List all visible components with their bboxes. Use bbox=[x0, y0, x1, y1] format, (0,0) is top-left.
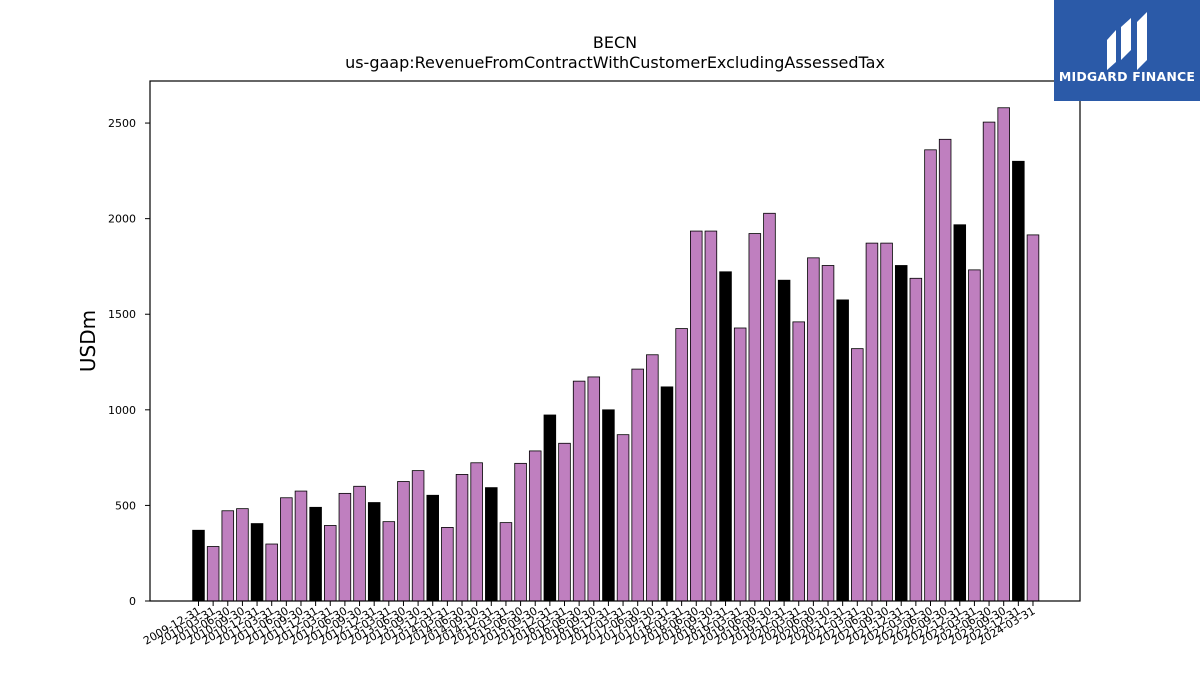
bar-2020-12-31 bbox=[836, 299, 849, 602]
y-tick-label: 2000 bbox=[108, 213, 136, 226]
bar-2019-03-31 bbox=[733, 327, 747, 602]
bar-2018-09-30 bbox=[704, 230, 718, 602]
bar-2016-03-31 bbox=[558, 442, 571, 602]
bar-2022-03-31 bbox=[909, 277, 923, 602]
bar-2013-09-30 bbox=[411, 470, 425, 602]
bar-2019-06-30 bbox=[748, 233, 762, 602]
bar-2016-12-31 bbox=[602, 409, 615, 602]
bar-2012-06-30 bbox=[338, 492, 352, 602]
y-tick-label: 2500 bbox=[108, 117, 136, 130]
bar-2022-06-30 bbox=[924, 149, 937, 602]
bar-2014-09-30 bbox=[470, 462, 483, 602]
bar-2014-03-31 bbox=[441, 527, 454, 602]
bar-2017-12-31 bbox=[660, 386, 674, 602]
bar-2018-03-31 bbox=[675, 328, 688, 602]
bar-2010-06-30 bbox=[221, 510, 235, 602]
plot-frame bbox=[149, 80, 1081, 602]
logo-mark-icon bbox=[1107, 12, 1147, 70]
bar-2021-06-30 bbox=[865, 242, 879, 602]
bar-2012-09-30 bbox=[353, 485, 366, 602]
chart-title: BECN bbox=[593, 33, 637, 52]
bar-2022-09-30 bbox=[938, 138, 952, 602]
bar-2010-12-31 bbox=[250, 523, 264, 602]
bar-2016-06-30 bbox=[572, 380, 586, 602]
bar-2015-03-31 bbox=[499, 522, 513, 602]
bar-2019-12-31 bbox=[777, 279, 791, 602]
y-tick-label: 500 bbox=[115, 499, 136, 512]
bar-2011-12-31 bbox=[309, 506, 322, 602]
bar-2014-12-31 bbox=[485, 487, 498, 602]
bar-2011-06-30 bbox=[280, 497, 293, 602]
y-axis: 0 500 1000 1500 2000 2500 bbox=[108, 117, 150, 608]
chart-subtitle: us-gaap:RevenueFromContractWithCustomerE… bbox=[345, 53, 885, 72]
bar-2020-06-30 bbox=[807, 257, 820, 602]
bar-2020-09-30 bbox=[821, 265, 835, 602]
bar-2023-03-31 bbox=[968, 269, 981, 602]
bar-2023-06-30 bbox=[982, 121, 996, 602]
bar-2020-03-31 bbox=[792, 321, 805, 602]
bar-2022-12-31 bbox=[953, 224, 967, 602]
bar-2012-03-31 bbox=[324, 525, 337, 602]
bar-2013-03-31 bbox=[382, 521, 396, 602]
bar-2013-12-31 bbox=[426, 494, 439, 602]
bar-2015-09-30 bbox=[528, 450, 542, 602]
bar-2018-12-31 bbox=[719, 271, 732, 602]
bar-2014-06-30 bbox=[455, 474, 469, 602]
bar-2016-09-30 bbox=[587, 376, 601, 602]
bar-2024-03-31 bbox=[1026, 234, 1040, 602]
bar-2011-09-30 bbox=[294, 490, 308, 602]
bar-2018-06-30 bbox=[690, 230, 703, 602]
bar-2021-09-30 bbox=[880, 242, 893, 602]
bar-2017-06-30 bbox=[631, 368, 644, 602]
bar-2017-03-31 bbox=[616, 434, 630, 602]
y-tick-label: 1000 bbox=[108, 404, 136, 417]
y-tick-label: 0 bbox=[129, 595, 136, 608]
bars-group bbox=[192, 107, 1040, 602]
bar-2021-12-31 bbox=[894, 265, 908, 602]
bar-2019-09-30 bbox=[763, 212, 776, 602]
bar-2023-12-31 bbox=[1012, 160, 1025, 602]
bar-2012-12-31 bbox=[367, 502, 381, 602]
bar-2009-12-31 bbox=[192, 529, 205, 602]
y-axis-label: USDm bbox=[76, 310, 100, 372]
y-tick-label: 1500 bbox=[108, 308, 136, 321]
x-axis: 2009-12-312010-03-312010-06-302010-09-30… bbox=[141, 601, 1037, 648]
bar-2011-03-31 bbox=[265, 543, 278, 602]
bar-2023-09-30 bbox=[997, 107, 1010, 602]
bar-2015-12-31 bbox=[543, 414, 557, 602]
logo: MIDGARD FINANCE bbox=[1054, 0, 1200, 101]
bar-2017-09-30 bbox=[646, 354, 659, 602]
bar-2015-06-30 bbox=[514, 462, 527, 602]
bar-2013-06-30 bbox=[397, 481, 410, 602]
logo-text: MIDGARD FINANCE bbox=[1058, 69, 1196, 84]
bar-2010-03-31 bbox=[206, 546, 220, 602]
bar-2021-03-31 bbox=[851, 348, 864, 602]
bar-2010-09-30 bbox=[236, 508, 249, 602]
